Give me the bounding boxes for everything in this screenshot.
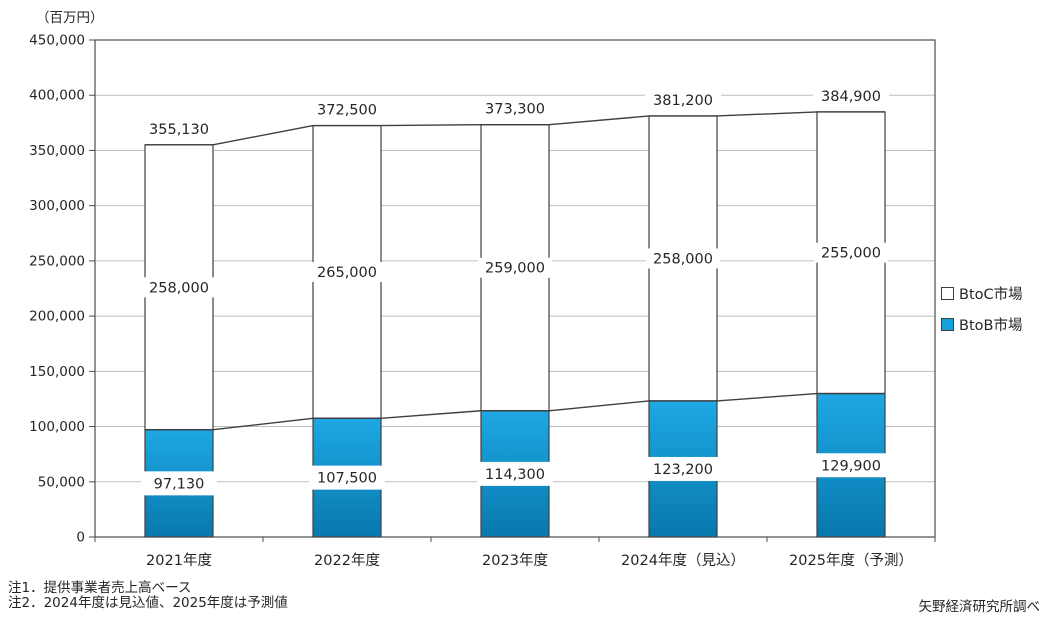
x-label-0: 2021年度: [146, 552, 212, 569]
legend-label-btoc: BtoC市場: [959, 287, 1023, 303]
svg-text:350,000: 350,000: [29, 143, 85, 159]
label-btoc-2-bg: [478, 257, 552, 278]
label-btob-3: 123,200: [653, 462, 713, 478]
label-btoc-1-bg: [310, 261, 384, 282]
plot-border: [94, 39, 936, 538]
label-btob-1: 107,500: [317, 471, 377, 487]
btoc-swatch-icon: [941, 287, 954, 300]
label-total-4: 384,900: [821, 89, 881, 105]
value-labels: 355,130 258,000 97,130 372,500 265,000 107,50…: [141, 86, 889, 496]
svg-text:100,000: 100,000: [29, 419, 85, 435]
label-total-2-bg: [477, 99, 553, 118]
legend-item-btob: BtoB市場: [941, 314, 1023, 335]
btob-boundary-line: [145, 392, 885, 431]
svg-text:450,000: 450,000: [29, 33, 85, 49]
label-total-1-bg: [309, 100, 385, 119]
label-total-0-bg: [141, 119, 217, 138]
svg-text:250,000: 250,000: [29, 253, 85, 269]
svg-text:50,000: 50,000: [38, 474, 85, 490]
label-btoc-2: 259,000: [485, 261, 545, 277]
label-btob-0: 97,130: [154, 476, 205, 492]
footnotes: 注1．提供事業者売上高ベース 注2．2024年度は見込値、2025年度は予測値: [8, 581, 288, 611]
btob-swatch-icon: [941, 318, 954, 331]
label-btob-0-bg: [141, 471, 217, 496]
legend-label-btob: BtoB市場: [959, 318, 1023, 334]
total-line: [145, 111, 885, 146]
legend: BtoC市場 BtoB市場: [941, 283, 1023, 335]
label-btob-2-bg: [477, 461, 553, 486]
label-btob-4: 129,900: [821, 458, 881, 474]
svg-text:300,000: 300,000: [29, 198, 85, 214]
x-label-2: 2023年度: [482, 552, 548, 569]
legend-item-btoc: BtoC市場: [941, 283, 1023, 304]
svg-text:200,000: 200,000: [29, 309, 85, 325]
x-label-4: 2025年度（予測）: [789, 552, 913, 569]
label-btoc-4-bg: [814, 242, 888, 263]
label-btoc-4: 255,000: [821, 246, 881, 262]
svg-text:150,000: 150,000: [29, 364, 85, 380]
label-total-4-bg: [813, 86, 889, 105]
label-btob-2: 114,300: [485, 467, 545, 483]
label-btoc-3: 258,000: [653, 251, 713, 267]
svg-text:0: 0: [76, 530, 85, 546]
label-total-3: 381,200: [653, 93, 713, 109]
x-label-1: 2022年度: [314, 552, 380, 569]
x-label-3: 2024年度（見込）: [621, 552, 745, 569]
svg-text:400,000: 400,000: [29, 88, 85, 104]
y-axis-labels: 0 50,000 100,000 150,000 200,000 250,000 300,0…: [29, 33, 85, 546]
x-axis-labels: 2021年度 2022年度 2023年度 2024年度（見込） 2025年度（予測）: [146, 552, 913, 569]
label-btoc-0-bg: [142, 277, 216, 298]
label-btob-1-bg: [309, 465, 385, 490]
label-total-2: 373,300: [485, 102, 545, 118]
label-btoc-0: 258,000: [149, 280, 209, 296]
label-btoc-1: 265,000: [317, 265, 377, 281]
source-credit: 矢野経済研究所調べ: [918, 599, 1041, 615]
footnote-1: 注1．提供事業者売上高ベース: [8, 580, 192, 596]
footnote-2: 注2．2024年度は見込値、2025年度は予測値: [8, 595, 288, 611]
y-axis-unit-label: （百万円）: [36, 10, 104, 26]
label-total-0: 355,130: [149, 122, 209, 138]
label-btob-4-bg: [813, 453, 889, 478]
label-btoc-3-bg: [646, 248, 720, 269]
label-btob-3-bg: [645, 456, 721, 481]
label-total-3-bg: [645, 90, 721, 109]
label-total-1: 372,500: [317, 103, 377, 119]
